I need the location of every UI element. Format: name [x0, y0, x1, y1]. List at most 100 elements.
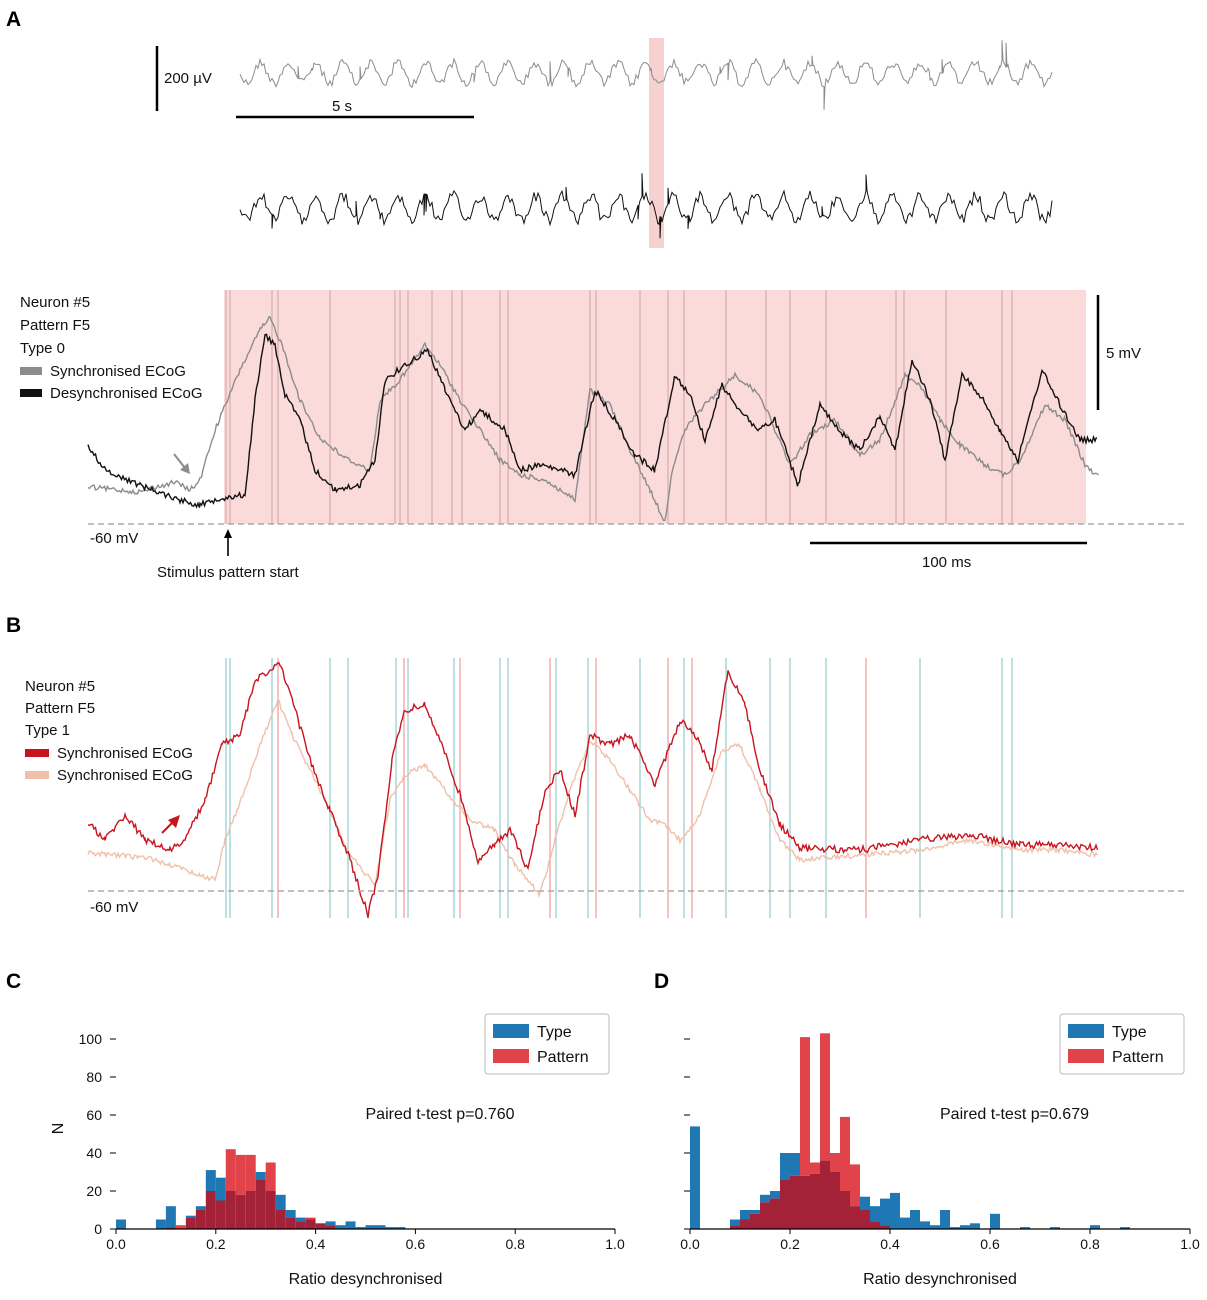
overlap-bar — [265, 1191, 276, 1229]
overlap-bar — [275, 1210, 286, 1229]
y-tick-label: 0 — [94, 1221, 102, 1237]
x-tick-label: 0.6 — [980, 1236, 1000, 1252]
overlap-bar — [780, 1179, 790, 1229]
type-bar — [255, 1172, 266, 1180]
legend-type-label: Type — [537, 1024, 572, 1041]
legend-a-desync-label: Desynchronised ECoG — [50, 385, 203, 402]
type-bar — [285, 1210, 296, 1218]
pattern-bar — [820, 1033, 830, 1161]
stimulus-label: Stimulus pattern start — [157, 564, 300, 581]
legend-type-swatch — [493, 1024, 529, 1038]
legend-pattern-swatch — [1068, 1049, 1104, 1063]
type-bar — [116, 1219, 126, 1229]
overlap-bar — [245, 1191, 256, 1229]
pattern-bar — [850, 1164, 860, 1207]
type-bar — [165, 1206, 176, 1228]
legend-a-pattern: Pattern F5 — [20, 317, 90, 334]
type-bar — [950, 1227, 960, 1229]
type-bar — [275, 1194, 286, 1210]
pattern-bar — [800, 1037, 810, 1176]
panel-label-c: C — [6, 970, 21, 993]
overlap-bar — [870, 1221, 880, 1229]
type-bar — [990, 1213, 1000, 1229]
histogram-c: 0.0 0.2 0.4 0.6 0.8 1.0 0 20 40 60 80 100 Ratio desy… — [50, 1013, 625, 1288]
overlap-bar — [880, 1225, 890, 1229]
legend-a-type: Type 0 — [20, 340, 65, 357]
overlap-bar — [740, 1219, 750, 1229]
overlap-bar — [255, 1179, 266, 1229]
type-bar — [790, 1153, 800, 1176]
type-bar — [365, 1225, 376, 1229]
x-tick-label: 0.0 — [680, 1236, 700, 1252]
type-bar — [195, 1206, 206, 1210]
x-tick-label: 0.2 — [780, 1236, 800, 1252]
legend-pattern-label: Pattern — [537, 1049, 589, 1066]
time-scale-label: 100 ms — [922, 554, 971, 571]
overlap-bar — [165, 1227, 176, 1229]
type-bar — [970, 1223, 980, 1229]
type-bar — [325, 1221, 336, 1226]
legend-b-type: Type 1 — [25, 722, 70, 739]
type-bar — [690, 1126, 700, 1229]
type-bar — [185, 1215, 196, 1218]
legend-b-pattern: Pattern F5 — [25, 700, 95, 717]
type-bar — [1120, 1227, 1130, 1229]
stimulus-spike-lines — [225, 290, 1013, 524]
desynchronised-ecog-trace — [239, 173, 1053, 239]
membrane-trace-b-red — [87, 662, 1099, 919]
type-bar — [295, 1217, 306, 1222]
overlap-bar — [215, 1200, 226, 1229]
membrane-trace-b-light — [87, 696, 1099, 899]
y-tick-label: 60 — [86, 1107, 102, 1123]
y-axis-label: N — [50, 1123, 67, 1135]
panel-label-b: B — [6, 614, 21, 637]
type-bar — [205, 1170, 216, 1191]
x-tick-label: 1.0 — [605, 1236, 625, 1252]
legend-b-neuron: Neuron #5 — [25, 678, 95, 695]
overlap-bar — [810, 1173, 820, 1229]
onset-arrow-red — [161, 822, 173, 834]
legend-b-peach-swatch — [25, 771, 49, 779]
panel-b-spike-lines — [225, 658, 1013, 918]
overlap-bar — [840, 1191, 850, 1229]
membrane-trace-desynchronised — [87, 333, 1098, 509]
legend-a-neuron: Neuron #5 — [20, 294, 90, 311]
y-tick-label: 40 — [86, 1145, 102, 1161]
pattern-bar — [830, 1153, 840, 1172]
baseline-label-b: -60 mV — [90, 899, 138, 916]
type-bar — [155, 1219, 166, 1229]
pattern-bar — [840, 1116, 850, 1191]
onset-arrow-gray — [173, 453, 186, 469]
type-bar — [940, 1210, 950, 1229]
overlap-bar — [820, 1160, 830, 1229]
stimulus-window — [224, 290, 1086, 524]
x-tick-label: 0.2 — [206, 1236, 226, 1252]
legend-pattern-swatch — [493, 1049, 529, 1063]
overlap-bar — [295, 1221, 306, 1229]
type-bar — [770, 1191, 780, 1199]
x-axis-label: Ratio desynchronised — [863, 1271, 1017, 1288]
overlap-bar — [790, 1175, 800, 1229]
onset-arrow-red-head — [168, 815, 180, 828]
type-bar — [355, 1227, 366, 1229]
histogram-d: 0.0 0.2 0.4 0.6 0.8 1.0 Ratio desynchronised Ty… — [680, 1013, 1200, 1288]
overlap-bar — [235, 1194, 246, 1229]
type-bar — [930, 1225, 940, 1229]
legend-b-red-swatch — [25, 749, 49, 757]
type-bar — [960, 1225, 970, 1229]
type-bar — [860, 1196, 870, 1210]
x-tick-label: 0.8 — [505, 1236, 525, 1252]
pattern-bar — [235, 1154, 246, 1195]
type-bar — [1050, 1227, 1060, 1229]
overlap-bar — [750, 1213, 760, 1229]
overlap-bar — [860, 1210, 870, 1229]
type-bar — [780, 1153, 790, 1180]
overlap-bar — [770, 1198, 780, 1229]
y-tick-label: 100 — [79, 1031, 103, 1047]
y-tick-label: 20 — [86, 1183, 102, 1199]
x-tick-label: 0.8 — [1080, 1236, 1100, 1252]
legend-pattern-label: Pattern — [1112, 1049, 1164, 1066]
pattern-bar — [175, 1225, 186, 1229]
stimulus-arrow-head — [224, 529, 232, 538]
